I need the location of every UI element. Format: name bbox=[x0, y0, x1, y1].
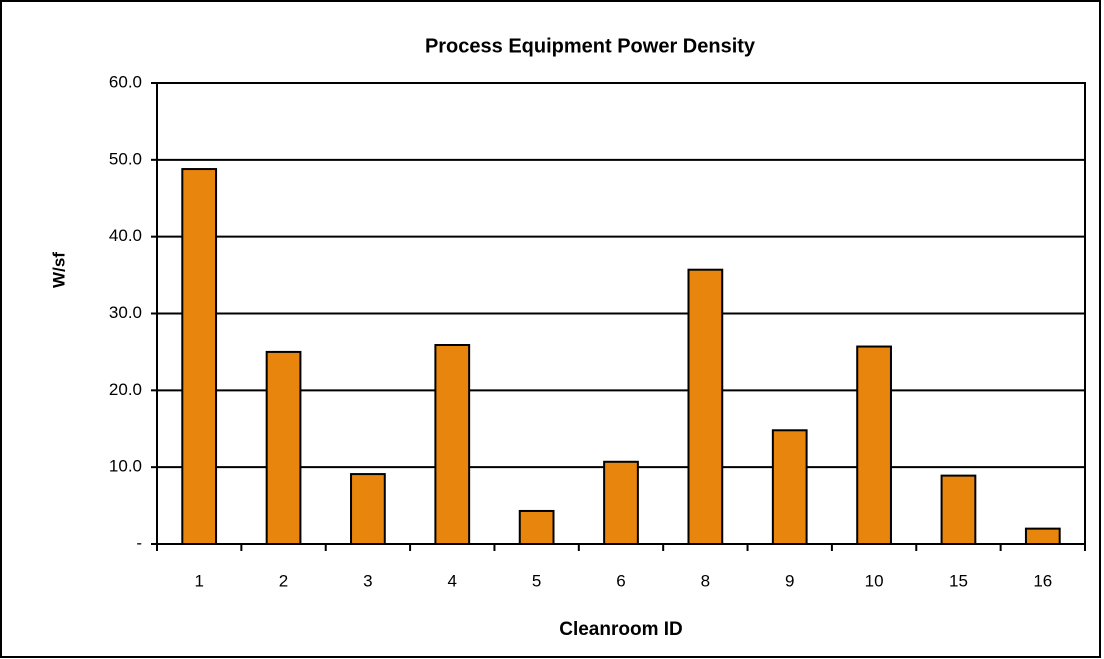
x-tick-label: 6 bbox=[616, 571, 625, 590]
bar bbox=[265, 350, 302, 545]
x-tick-label: 15 bbox=[949, 571, 968, 590]
x-tick-label: 16 bbox=[1033, 571, 1052, 590]
x-tick-label: 10 bbox=[865, 571, 884, 590]
bar bbox=[687, 268, 724, 545]
x-tick-label: 3 bbox=[363, 571, 372, 590]
y-tick-label: 10.0 bbox=[109, 457, 142, 476]
bar bbox=[434, 344, 471, 546]
y-tick-label: 40.0 bbox=[109, 226, 142, 245]
y-tick-label: - bbox=[136, 533, 142, 552]
x-tick-label: 8 bbox=[701, 571, 710, 590]
y-tick-label: 60.0 bbox=[109, 72, 142, 91]
bar bbox=[940, 474, 977, 546]
y-axis-label: W/sf bbox=[49, 252, 68, 288]
y-tick-label: 20.0 bbox=[109, 380, 142, 399]
bar bbox=[181, 168, 218, 545]
bar bbox=[603, 460, 639, 545]
x-tick-label: 5 bbox=[532, 571, 541, 590]
bar bbox=[771, 429, 808, 545]
x-tick-label: 2 bbox=[279, 571, 288, 590]
chart-title: Process Equipment Power Density bbox=[425, 35, 756, 57]
y-tick-label: 50.0 bbox=[109, 149, 142, 168]
y-tick-label: 30.0 bbox=[109, 303, 142, 322]
bar bbox=[350, 473, 386, 545]
x-axis-label: Cleanroom ID bbox=[559, 619, 683, 640]
x-tick-label: 1 bbox=[194, 571, 203, 590]
bar bbox=[856, 345, 892, 545]
bar bbox=[1024, 527, 1061, 546]
bar bbox=[518, 509, 555, 546]
x-tick-label: 9 bbox=[785, 571, 794, 590]
x-tick-label: 4 bbox=[448, 571, 457, 590]
